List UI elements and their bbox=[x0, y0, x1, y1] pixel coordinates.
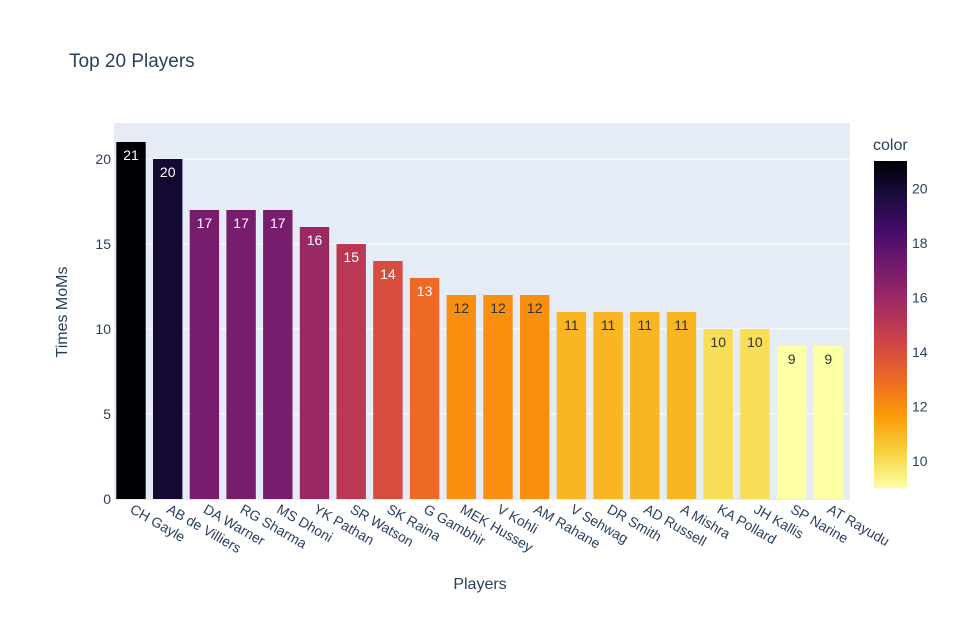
y-tick-label: 0 bbox=[103, 491, 111, 507]
bar-value-label: 15 bbox=[343, 249, 359, 265]
bar-value-label: 11 bbox=[638, 317, 653, 333]
x-axis-title: Players bbox=[453, 576, 506, 593]
colorbar-tick-label: 12 bbox=[912, 398, 928, 414]
colorbar: color 10 12 14 16 18 20 bbox=[873, 137, 928, 488]
y-tick-label: 20 bbox=[95, 151, 111, 167]
bar-value-label: 12 bbox=[454, 300, 470, 316]
bar-value-label: 20 bbox=[160, 164, 176, 180]
colorbar-tick-label: 18 bbox=[912, 235, 928, 251]
bar-value-label: 11 bbox=[601, 317, 616, 333]
colorbar-tick-label: 16 bbox=[912, 289, 928, 305]
bar-value-label: 9 bbox=[824, 351, 832, 367]
bar-value-label: 10 bbox=[747, 334, 763, 350]
y-axis-title: Times MoMs bbox=[54, 267, 71, 358]
y-tick-label: 5 bbox=[103, 406, 111, 422]
bar-value-label: 14 bbox=[380, 266, 396, 282]
bar[interactable] bbox=[813, 346, 843, 499]
bar-value-label: 12 bbox=[527, 300, 543, 316]
colorbar-title: color bbox=[873, 137, 908, 154]
colorbar-tick-label: 14 bbox=[912, 344, 928, 360]
chart-title: Top 20 Players bbox=[69, 51, 195, 72]
bar[interactable] bbox=[740, 329, 770, 499]
bar[interactable] bbox=[153, 159, 183, 499]
bar[interactable] bbox=[336, 244, 366, 499]
bars bbox=[116, 142, 843, 499]
bar-value-label: 10 bbox=[710, 334, 726, 350]
bar-value-label: 12 bbox=[490, 300, 506, 316]
bar-value-label: 21 bbox=[123, 147, 139, 163]
bar-value-label: 11 bbox=[564, 317, 579, 333]
bar[interactable] bbox=[703, 329, 733, 499]
y-axis-ticks: 0 5 10 15 20 bbox=[95, 151, 111, 507]
bar-value-label: 13 bbox=[417, 283, 433, 299]
bar-value-label: 16 bbox=[307, 232, 323, 248]
colorbar-ticks: 10 12 14 16 18 20 bbox=[912, 180, 928, 469]
bar[interactable] bbox=[593, 312, 623, 499]
bar[interactable] bbox=[630, 312, 660, 499]
bar[interactable] bbox=[226, 210, 256, 499]
y-tick-label: 15 bbox=[95, 236, 111, 252]
colorbar-tick-label: 10 bbox=[912, 453, 928, 469]
y-tick-label: 10 bbox=[95, 321, 111, 337]
bar[interactable] bbox=[446, 295, 476, 499]
bar-labels: 21 20 17 17 17 16 15 14 13 12 12 12 11 11 11 11 10 10 9 9 bbox=[123, 147, 832, 367]
bar-value-label: 11 bbox=[674, 317, 689, 333]
bar[interactable] bbox=[299, 227, 330, 499]
bar[interactable] bbox=[556, 312, 587, 499]
bar[interactable] bbox=[483, 295, 513, 499]
bar[interactable] bbox=[520, 295, 550, 499]
bar[interactable] bbox=[263, 210, 293, 499]
plot-area bbox=[114, 123, 850, 500]
bar-value-label: 17 bbox=[270, 215, 286, 231]
bar[interactable] bbox=[373, 261, 403, 499]
bar-value-label: 9 bbox=[788, 351, 796, 367]
bar[interactable] bbox=[409, 278, 440, 499]
colorbar-gradient bbox=[874, 161, 907, 488]
bar[interactable] bbox=[189, 210, 220, 499]
bar[interactable] bbox=[116, 142, 146, 499]
bar-value-label: 17 bbox=[197, 215, 213, 231]
bar[interactable] bbox=[666, 312, 697, 499]
colorbar-tick-label: 20 bbox=[912, 180, 928, 196]
bar-value-label: 17 bbox=[233, 215, 249, 231]
bar[interactable] bbox=[776, 346, 807, 499]
